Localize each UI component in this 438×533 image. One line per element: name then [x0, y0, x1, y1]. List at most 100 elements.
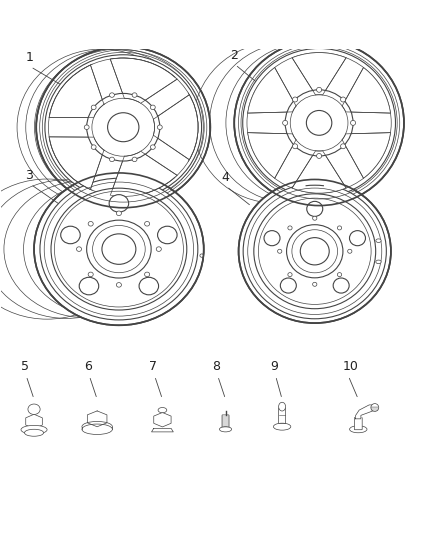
- Polygon shape: [292, 151, 346, 193]
- Polygon shape: [342, 133, 391, 178]
- Ellipse shape: [92, 225, 145, 273]
- Ellipse shape: [91, 145, 96, 149]
- Text: 3: 3: [25, 168, 33, 182]
- Ellipse shape: [279, 402, 286, 411]
- Polygon shape: [87, 411, 107, 427]
- Ellipse shape: [283, 120, 288, 125]
- Ellipse shape: [317, 154, 321, 158]
- Ellipse shape: [293, 97, 298, 102]
- Ellipse shape: [84, 125, 89, 130]
- Polygon shape: [153, 95, 198, 160]
- Polygon shape: [154, 413, 171, 427]
- Ellipse shape: [341, 97, 346, 102]
- Text: 4: 4: [221, 171, 229, 184]
- Ellipse shape: [280, 278, 297, 293]
- Ellipse shape: [293, 144, 298, 149]
- Ellipse shape: [348, 249, 352, 253]
- Ellipse shape: [350, 120, 356, 125]
- Ellipse shape: [350, 231, 365, 246]
- Ellipse shape: [243, 49, 396, 197]
- Ellipse shape: [145, 222, 150, 226]
- Ellipse shape: [239, 180, 391, 323]
- Ellipse shape: [150, 145, 155, 149]
- Ellipse shape: [156, 247, 161, 252]
- Ellipse shape: [234, 40, 404, 206]
- Ellipse shape: [110, 157, 114, 161]
- Ellipse shape: [350, 426, 367, 433]
- Ellipse shape: [110, 93, 114, 98]
- Ellipse shape: [200, 254, 204, 257]
- Ellipse shape: [285, 90, 353, 156]
- Ellipse shape: [376, 239, 381, 243]
- Polygon shape: [247, 68, 296, 113]
- Text: 1: 1: [25, 51, 33, 64]
- Ellipse shape: [158, 408, 167, 413]
- Ellipse shape: [337, 272, 342, 277]
- Ellipse shape: [21, 425, 47, 434]
- Ellipse shape: [286, 225, 343, 278]
- Polygon shape: [247, 133, 296, 178]
- Ellipse shape: [371, 403, 379, 411]
- Text: 9: 9: [270, 360, 278, 373]
- Ellipse shape: [108, 113, 139, 142]
- Polygon shape: [26, 414, 42, 429]
- Polygon shape: [110, 58, 177, 103]
- Ellipse shape: [92, 98, 155, 156]
- Polygon shape: [110, 151, 177, 197]
- Ellipse shape: [82, 422, 113, 432]
- Ellipse shape: [79, 277, 99, 295]
- Ellipse shape: [82, 424, 113, 434]
- Ellipse shape: [278, 249, 282, 253]
- Ellipse shape: [317, 87, 321, 92]
- Ellipse shape: [150, 105, 155, 110]
- Ellipse shape: [87, 220, 151, 278]
- Ellipse shape: [219, 426, 232, 432]
- Ellipse shape: [313, 282, 317, 286]
- Ellipse shape: [145, 272, 150, 277]
- Text: 10: 10: [343, 360, 359, 373]
- Ellipse shape: [102, 234, 136, 264]
- Ellipse shape: [139, 277, 159, 295]
- Ellipse shape: [300, 238, 329, 265]
- Ellipse shape: [254, 194, 376, 309]
- Ellipse shape: [51, 188, 187, 310]
- Polygon shape: [356, 405, 375, 419]
- Ellipse shape: [157, 125, 162, 130]
- Polygon shape: [292, 53, 346, 95]
- Ellipse shape: [36, 47, 210, 208]
- Ellipse shape: [243, 184, 386, 319]
- Ellipse shape: [288, 272, 292, 277]
- Ellipse shape: [307, 201, 323, 216]
- Polygon shape: [342, 68, 391, 113]
- Ellipse shape: [117, 211, 121, 215]
- Ellipse shape: [34, 173, 204, 325]
- Ellipse shape: [61, 226, 80, 244]
- FancyBboxPatch shape: [354, 417, 362, 430]
- Polygon shape: [49, 137, 104, 189]
- Ellipse shape: [333, 278, 349, 293]
- Text: 6: 6: [84, 360, 92, 373]
- Ellipse shape: [25, 429, 44, 436]
- Polygon shape: [49, 65, 104, 118]
- Text: 2: 2: [230, 49, 238, 62]
- Ellipse shape: [117, 282, 121, 287]
- Ellipse shape: [109, 195, 129, 212]
- FancyBboxPatch shape: [279, 408, 286, 427]
- Ellipse shape: [273, 423, 291, 430]
- Ellipse shape: [306, 110, 332, 135]
- Ellipse shape: [132, 93, 137, 98]
- Ellipse shape: [91, 105, 96, 110]
- Ellipse shape: [45, 55, 201, 200]
- Ellipse shape: [158, 226, 177, 244]
- Ellipse shape: [132, 157, 137, 161]
- Text: 8: 8: [212, 360, 220, 373]
- Ellipse shape: [313, 216, 317, 220]
- FancyBboxPatch shape: [222, 415, 229, 429]
- Ellipse shape: [88, 222, 93, 226]
- Ellipse shape: [87, 93, 160, 161]
- Text: 7: 7: [149, 360, 157, 373]
- Ellipse shape: [288, 226, 292, 230]
- Ellipse shape: [337, 226, 342, 230]
- Ellipse shape: [264, 231, 280, 246]
- Ellipse shape: [376, 260, 381, 264]
